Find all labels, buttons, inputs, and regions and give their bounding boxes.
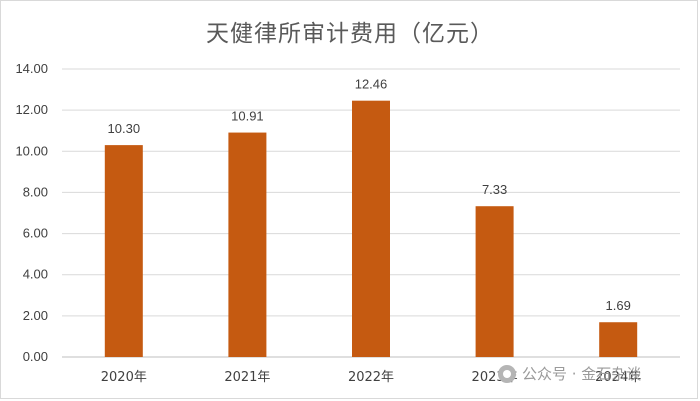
x-tick-label: 2020年 [101,370,147,385]
y-tick-label: 0.00 [23,349,48,364]
watermark: 公众号 · 金石杂谈 [498,363,641,384]
data-label: 12.46 [355,77,388,92]
data-label: 1.69 [606,298,631,313]
bars [104,100,638,358]
y-tick-label: 4.00 [23,267,48,282]
bar [228,132,267,357]
y-tick-label: 12.00 [15,102,48,117]
wechat-icon [498,364,516,383]
watermark-text: 公众号 · 金石杂谈 [522,365,642,383]
bar [475,206,514,357]
data-label: 10.30 [108,121,141,136]
data-label: 10.91 [231,109,264,124]
bar [352,100,390,358]
x-tick-label: 2021年 [224,370,270,385]
y-tick-label: 6.00 [23,226,48,241]
bar [599,322,638,357]
data-label: 7.33 [482,182,507,197]
y-tick-label: 2.00 [23,308,48,323]
chart-title: 天健律所审计费用（亿元） [206,21,494,47]
y-tick-label: 14.00 [15,61,48,76]
bar [104,145,143,357]
y-tick-label: 10.00 [15,143,48,158]
x-tick-label: 2022年 [348,370,394,385]
y-tick-label: 8.00 [23,184,48,199]
x-tick-label: 2024年 [595,370,641,385]
y-axis-ticks: 0.00 2.00 4.00 6.00 8.00 10.00 12.00 14.00 [15,61,48,364]
data-labels: 10.30 10.91 12.46 7.33 1.69 [108,77,631,314]
